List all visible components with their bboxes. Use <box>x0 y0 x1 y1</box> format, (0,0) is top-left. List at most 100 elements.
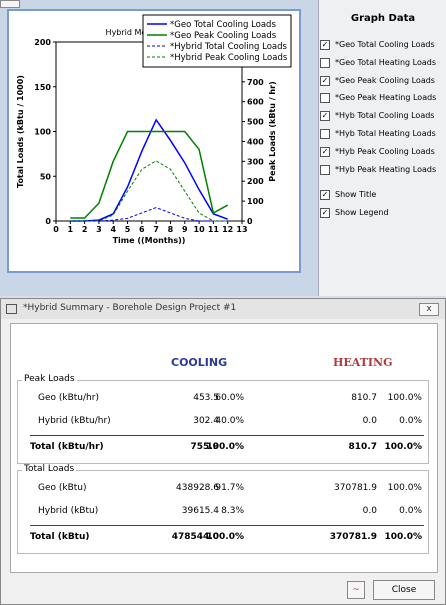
x-tick-label: 3 <box>96 225 102 234</box>
cell-value: 8.3% <box>221 506 244 516</box>
cell-value: 478544.0 <box>171 532 219 542</box>
x-tick-label: 0 <box>53 225 59 234</box>
legend-label: *Geo Total Cooling Loads <box>170 20 276 30</box>
row-label: Hybrid (kBtu) <box>38 506 99 516</box>
window-title: *Hybrid Summary - Borehole Design Projec… <box>23 303 237 313</box>
checkbox[interactable]: ✓ <box>320 75 330 86</box>
x-tick-label: 1 <box>68 225 74 234</box>
cell-value: 0.0% <box>399 506 422 516</box>
panel-title: Graph Data <box>350 13 416 24</box>
row-label: Total (kBtu/hr) <box>30 442 104 452</box>
checkbox[interactable] <box>320 129 330 139</box>
series-line <box>70 130 229 219</box>
cell-value: 302.4 <box>193 416 219 426</box>
y-axis-label: Total Loads (kBtu / 1000) <box>16 75 25 188</box>
heating-header: HEATING <box>333 356 393 369</box>
cell-value: 100.0% <box>384 532 423 542</box>
option-label: Show Title ✓ <box>320 190 377 200</box>
summary-window: *Hybrid Summary - Borehole Design Projec… <box>0 298 446 605</box>
chart: Hybrid Monthly Loads01234567891011121305… <box>16 14 292 245</box>
series-line <box>70 207 228 222</box>
x-tick-label: 13 <box>236 225 247 234</box>
option-label: *Hyb Total Heating Loads <box>320 129 436 139</box>
checkbox[interactable]: ✓ <box>320 190 330 200</box>
cell-value: 453.5 <box>193 393 219 403</box>
y2-tick-label: 500 <box>247 118 264 127</box>
y2-tick-label: 300 <box>247 157 264 166</box>
x-tick-label: 8 <box>168 225 174 234</box>
cell-value: 100.0% <box>384 442 423 452</box>
cell-value: 40.0% <box>215 416 244 426</box>
option-label: *Geo Total Cooling Loads ✓ <box>320 40 435 50</box>
option-label: *Geo Peak Cooling Loads ✓ <box>320 75 435 86</box>
row-label: Geo (kBtu/hr) <box>38 393 99 403</box>
x-tick-label: 10 <box>194 225 206 234</box>
close-button[interactable]: Close <box>373 580 435 600</box>
close-x[interactable]: x <box>419 303 439 316</box>
y-tick-label: 150 <box>34 83 51 92</box>
row-label: Total (kBtu) <box>30 532 90 542</box>
cell-value: 100.0% <box>206 442 245 452</box>
summary-content: COOLING HEATING Peak Loads Geo (kBtu/hr) 4… <box>10 323 438 573</box>
legend-label: *Hybrid Peak Cooling Loads <box>170 53 288 63</box>
row-label: Hybrid (kBtu/hr) <box>38 416 111 426</box>
legend-label: *Geo Peak Cooling Loads <box>170 31 277 41</box>
x-tick-label: 9 <box>182 225 188 234</box>
cell-value: 0.0 <box>362 506 377 516</box>
graph-data-panel: Graph Data *Geo Total Cooling Loads ✓ *Geo… <box>318 0 446 296</box>
checkbox[interactable] <box>320 93 330 104</box>
legend-label: *Hybrid Total Cooling Loads <box>170 42 288 52</box>
checkbox[interactable] <box>320 164 330 175</box>
cell-value: 60.0% <box>215 393 244 403</box>
y2-axis-label: Peak Loads (kBtu / hr) <box>268 81 277 181</box>
option-label: *Geo Total Heating Loads <box>320 57 436 68</box>
x-axis-label: Time ((Months)) <box>113 236 186 245</box>
checkbox[interactable] <box>320 57 330 68</box>
option-label: *Hyb Peak Cooling Loads ✓ <box>320 146 435 157</box>
graph-window: Hybrid Monthly Loads01234567891011121305… <box>0 0 446 296</box>
chart-button[interactable]: ~ <box>347 581 365 599</box>
x-tick-label: 5 <box>125 225 131 234</box>
y2-tick-label: 700 <box>247 78 264 87</box>
x-tick-label: 12 <box>222 225 233 234</box>
cell-value: 91.7% <box>215 483 244 493</box>
group-title: Peak Loads <box>22 374 77 384</box>
checkbox[interactable]: ✓ <box>320 111 330 122</box>
cell-value: 370781.9 <box>334 483 377 493</box>
cell-value: 370781.9 <box>329 532 377 542</box>
window-icon <box>6 304 17 314</box>
cell-value: 0.0% <box>399 416 422 426</box>
toolbar-button[interactable] <box>0 0 20 8</box>
cell-value: 39615.4 <box>181 506 219 516</box>
x-tick-label: 6 <box>139 225 145 234</box>
cell-value: 100.0% <box>206 532 245 542</box>
y2-tick-label: 0 <box>247 217 253 226</box>
cell-value: 100.0% <box>387 483 422 493</box>
cooling-header: COOLING <box>171 356 228 369</box>
y2-tick-label: 200 <box>247 177 264 186</box>
y2-tick-label: 400 <box>247 137 264 146</box>
row-label: Geo (kBtu) <box>38 483 87 493</box>
title-bar: *Hybrid Summary - Borehole Design Projec… <box>1 299 445 319</box>
y2-tick-label: 600 <box>247 98 264 107</box>
checkbox[interactable]: ✓ <box>320 40 330 50</box>
group-box: Total Loads Geo (kBtu) 438928.6 91.7% 370781… <box>17 464 429 554</box>
cell-value: 0.0 <box>362 416 377 426</box>
x-tick-label: 11 <box>208 225 220 234</box>
y-tick-label: 50 <box>40 172 52 181</box>
legend-box <box>142 14 292 68</box>
option-label: Show Legend ✓ <box>320 208 389 218</box>
x-tick-label: 2 <box>82 225 88 234</box>
x-tick-label: 7 <box>153 225 159 234</box>
cell-value: 810.7 <box>348 442 377 452</box>
cell-value: 100.0% <box>387 393 422 403</box>
chart-frame: Hybrid Monthly Loads01234567891011121305… <box>7 9 301 273</box>
option-label: *Geo Peak Heating Loads <box>320 93 436 104</box>
series-line <box>70 118 228 222</box>
checkbox[interactable]: ✓ <box>320 146 330 157</box>
cell-value: 755.9 <box>190 442 219 452</box>
group-title: Total Loads <box>22 464 77 474</box>
separator <box>30 525 424 526</box>
checkbox[interactable]: ✓ <box>320 208 330 218</box>
